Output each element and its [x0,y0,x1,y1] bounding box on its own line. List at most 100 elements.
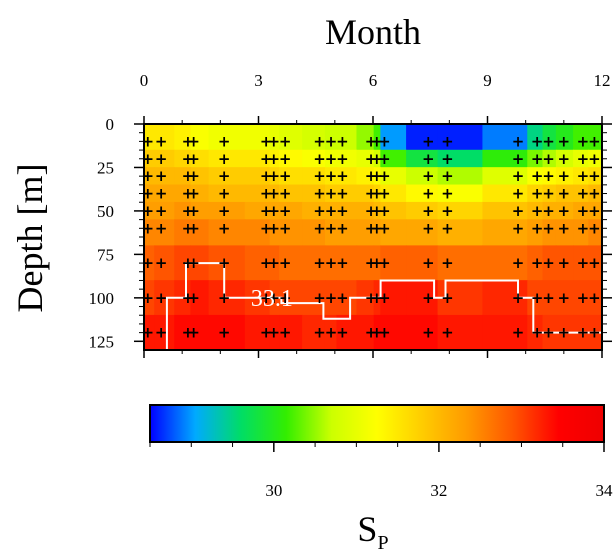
heatmap-cell [279,201,303,220]
sample-marker: + [542,167,555,185]
sample-marker: + [260,254,273,272]
colorbar-label-subscript: P [377,532,388,552]
sample-marker: + [588,185,601,203]
sample-marker: + [187,185,200,203]
heatmap-cell [588,245,602,281]
heatmap-cell [302,167,326,186]
colorbar-label: SP [357,509,388,552]
sample-marker: + [267,289,280,307]
heatmap-cell [482,219,528,246]
heatmap-cell [573,124,589,151]
sample-marker: + [218,150,231,168]
sample-marker: + [325,219,338,237]
sample-marker: + [313,167,326,185]
heatmap-cell [406,184,439,203]
heatmap-cell [527,219,544,246]
sample-marker: + [218,289,231,307]
sample-marker: + [531,202,544,220]
sample-marker: + [187,254,200,272]
sample-marker: + [577,289,590,307]
sample-marker: + [218,219,231,237]
heatmap-cell [437,184,484,203]
heatmap-cell [555,184,574,203]
heatmap-cell [380,280,407,316]
heatmap-cell [373,167,381,186]
heatmap-cell [380,124,407,151]
sample-marker: + [365,254,378,272]
heatmap-cell [588,167,602,186]
heatmap-cell [190,124,210,151]
sample-marker: + [512,167,525,185]
heatmap-cell [190,219,210,246]
heatmap-cell [482,201,528,220]
sample-marker: + [260,219,273,237]
sample-marker: + [577,132,590,150]
sample-marker: + [422,150,435,168]
contour-label: 33.1 [251,286,293,312]
sample-marker: + [187,150,200,168]
sample-marker: + [365,150,378,168]
heatmap-cell [336,167,358,186]
sample-marker: + [558,289,571,307]
sample-marker: + [142,254,155,272]
sample-marker: + [371,289,384,307]
heatmap-cell [542,167,557,186]
heatmap-cell [555,245,574,281]
sample-marker: + [187,132,200,150]
sample-marker: + [260,324,273,342]
y-tick-label: 25 [97,158,114,177]
heatmap-cell [279,149,303,168]
heatmap-cell [154,280,175,316]
heatmap-cell [174,124,192,151]
sample-marker: + [279,219,292,237]
heatmap-cell [356,314,375,350]
sample-marker: + [577,167,590,185]
heatmap-cell [588,280,602,316]
heatmap-cell [302,245,326,281]
sample-marker: + [260,132,273,150]
sample-marker: + [512,324,525,342]
heatmap-cell [174,149,192,168]
heatmap-cell [269,149,280,168]
heatmap-cell [279,184,303,203]
sample-marker: + [558,219,571,237]
sample-marker: + [378,185,391,203]
heatmap-cell [588,184,602,203]
heatmap-cell [144,201,155,220]
sample-marker: + [588,167,601,185]
heatmap-cell [324,124,338,151]
heatmap-cell [279,219,303,246]
sample-marker: + [267,185,280,203]
sample-marker: + [577,324,590,342]
sample-marker: + [325,254,338,272]
sample-marker: + [325,132,338,150]
heatmap-cell [542,245,557,281]
heatmap-cell [527,124,544,151]
sample-marker: + [512,132,525,150]
sample-marker: + [558,185,571,203]
sample-marker: + [182,150,195,168]
sample-marker: + [441,289,454,307]
heatmap-cell [555,280,574,316]
heatmap-cell [588,201,602,220]
sample-marker: + [260,202,273,220]
heatmap-cell [302,219,326,246]
sample-marker: + [577,219,590,237]
sample-marker: + [422,219,435,237]
heatmap-cell [269,201,280,220]
heatmap-cell [555,201,574,220]
sample-marker: + [187,289,200,307]
heatmap-cell [302,280,326,316]
sample-marker: + [187,219,200,237]
sample-marker: + [512,150,525,168]
heatmap-cell [555,167,574,186]
heatmap-cell [279,280,303,316]
sample-marker: + [267,167,280,185]
heatmap-cell [324,280,338,316]
heatmap-cell [190,149,210,168]
heatmap-cell [373,184,381,203]
heatmap-cell [190,280,210,316]
colorbar-axis: 30 32 34 [149,442,613,500]
heatmap-cell [373,149,381,168]
